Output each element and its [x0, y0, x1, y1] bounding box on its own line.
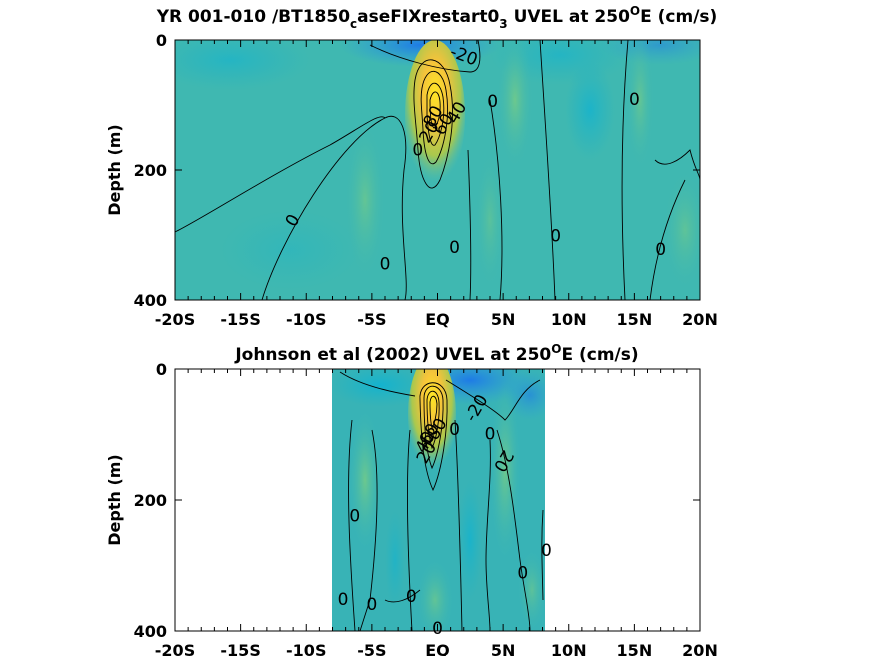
bottom-xtick-labels: -20S -15S -10S -5S EQ 5N 10N 15N 20N: [155, 641, 718, 656]
top-ticks: [174, 39, 701, 301]
contour-label: 0: [366, 595, 377, 615]
bottom-field: [332, 369, 545, 631]
top-contours: [175, 40, 700, 300]
x-tick-label: 10N: [551, 641, 587, 656]
x-tick-label: -15S: [220, 641, 260, 656]
x-tick-label: -20S: [155, 310, 195, 329]
top-field-jet: [405, 40, 465, 190]
top-field-blob: [663, 170, 700, 290]
contour-line: [621, 40, 629, 300]
x-tick-label: 15N: [617, 310, 653, 329]
x-tick-label: EQ: [425, 641, 450, 656]
contour-line: [445, 379, 541, 421]
contour-line: [369, 40, 481, 73]
x-tick-label: 20N: [682, 641, 718, 656]
top-field-blob: [175, 40, 310, 90]
contour-label: 0: [550, 226, 561, 246]
top-ytick-labels: 0 200 400: [134, 31, 167, 310]
top-field-blob: [565, 60, 615, 160]
top-panel: YR 001-010 /BT1850caseFIXrestart03 UVEL …: [105, 4, 718, 329]
contour-line: [175, 116, 386, 233]
contour-label: 0: [449, 420, 460, 440]
bottom-ticks: [174, 368, 701, 632]
x-tick-label: -20S: [155, 641, 195, 656]
top-field: [175, 40, 700, 300]
bottom-ylabel: Depth (m): [105, 454, 124, 546]
x-tick-label: -5S: [357, 641, 386, 656]
top-field-blob: [497, 40, 533, 170]
y-tick-label: 200: [134, 161, 167, 180]
x-tick-label: 10N: [551, 310, 587, 329]
x-tick-label: 15N: [617, 641, 653, 656]
contour-line: [339, 371, 416, 397]
contour-label: 0: [349, 506, 360, 526]
top-field-blob: [626, 40, 654, 170]
bottom-field-blob: [490, 380, 520, 560]
contour-label: 0: [406, 587, 417, 607]
contour-label: 0: [449, 238, 460, 258]
top-field-blob: [600, 40, 700, 65]
x-tick-label: 5N: [491, 641, 516, 656]
contour-label: 0: [338, 590, 349, 610]
contour-line: [496, 429, 531, 631]
contour-label: 0: [541, 541, 552, 561]
bottom-field-blob: [417, 560, 453, 631]
contour-line: [454, 419, 463, 631]
bottom-field-blob: [458, 480, 482, 600]
contour-line: [429, 91, 441, 129]
contour-line: [649, 179, 686, 300]
contour-line: [426, 82, 445, 146]
bottom-field-blob: [349, 410, 381, 550]
contour-label: 0: [380, 254, 391, 274]
y-tick-label: 400: [134, 622, 167, 641]
contour-line: [420, 70, 449, 165]
contour-label: 0: [517, 563, 528, 583]
contour-line: [654, 149, 700, 181]
y-tick-label: 400: [134, 291, 167, 310]
bottom-field-blob: [332, 369, 430, 407]
contour-line: [485, 439, 491, 631]
contour-line: [489, 99, 503, 300]
contour-line: [413, 59, 453, 189]
y-tick-label: 0: [156, 360, 167, 379]
contour-line: [541, 509, 544, 601]
x-tick-label: 5N: [491, 310, 516, 329]
x-tick-label: -5S: [357, 310, 386, 329]
bottom-field-blob: [385, 510, 405, 610]
contour-line: [348, 419, 356, 631]
top-field-blob: [220, 210, 360, 290]
contour-line: [359, 429, 378, 631]
bottom-field-blob: [518, 550, 545, 630]
top-xtick-labels: -20S -15S -10S -5S EQ 5N 10N 15N 20N: [155, 310, 718, 329]
contour-line: [423, 385, 444, 470]
contour-label: 0: [412, 141, 423, 161]
bottom-ytick-labels: 0 200 400: [134, 360, 167, 641]
x-tick-label: -10S: [286, 310, 326, 329]
contour-line: [426, 390, 440, 450]
contour-line: [429, 395, 438, 430]
contour-label: 0: [487, 92, 498, 112]
bottom-title: Johnson et al (2002) UVEL at 250OE (cm/s…: [234, 342, 638, 365]
x-tick-label: -10S: [286, 641, 326, 656]
bottom-panel: Johnson et al (2002) UVEL at 250OE (cm/s…: [105, 342, 718, 656]
contour-line: [261, 115, 407, 300]
top-title: YR 001-010 /BT1850caseFIXrestart03 UVEL …: [156, 4, 718, 31]
contour-label: 0: [485, 425, 496, 445]
contour-label: 0: [655, 240, 666, 260]
y-tick-label: 0: [156, 31, 167, 50]
bottom-contours: [339, 371, 544, 631]
contour-label: 0: [629, 90, 640, 110]
contour-line: [384, 589, 421, 603]
top-ylabel: Depth (m): [105, 124, 124, 216]
x-tick-label: -15S: [220, 310, 260, 329]
top-field-blob: [475, 150, 505, 290]
contour-line: [419, 382, 448, 492]
contour-line: [539, 40, 556, 300]
contour-line: [406, 429, 413, 631]
x-tick-label: EQ: [425, 310, 450, 329]
y-tick-label: 200: [134, 491, 167, 510]
contour-line: [467, 149, 472, 300]
x-tick-label: 20N: [682, 310, 718, 329]
